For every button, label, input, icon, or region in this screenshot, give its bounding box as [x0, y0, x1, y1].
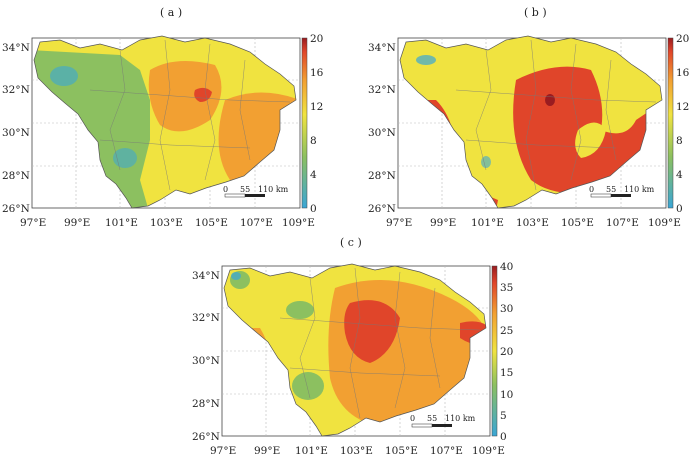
field-blue-nw	[416, 55, 436, 65]
lat-tick: 32°N	[368, 84, 396, 96]
lon-tick: 101°E	[105, 217, 138, 229]
scale-label-110: 110 km	[258, 185, 289, 194]
map-panel-a: 0 55 110 km 34°N 32°N 30°N 28°N 26°N 97°…	[2, 33, 324, 229]
field-blue-sw	[113, 148, 137, 168]
county-boundaries	[279, 267, 481, 419]
panel-b-label: ( b )	[524, 6, 547, 19]
colorbar-tick: 20	[500, 346, 513, 358]
colorbar-tick: 25	[500, 325, 513, 337]
lon-tick: 107°E	[240, 217, 273, 229]
lon-tick: 101°E	[471, 217, 504, 229]
colorbar-tick: 16	[310, 67, 324, 79]
lat-tick: 26°N	[368, 203, 396, 215]
map-panel-c: 0 55 110 km 34°N 32°N 30°N 28°N 26°N 97°…	[192, 261, 513, 457]
colorbar-tick: 35	[500, 282, 513, 294]
lon-tick: 109°E	[472, 445, 505, 457]
scale-label-55: 55	[606, 185, 616, 194]
lat-tick: 32°N	[2, 84, 30, 96]
colorbar-tick: 8	[310, 135, 317, 147]
lat-tick: 34°N	[192, 270, 220, 282]
lon-tick: 107°E	[430, 445, 463, 457]
lon-tick: 97°E	[210, 445, 236, 457]
map-panel-b: 0 55 110 km 34°N 32°N 30°N 28°N 26°N 97°…	[368, 33, 690, 229]
colorbar-tick: 4	[310, 169, 317, 181]
scale-label-0: 0	[410, 414, 415, 423]
scale-bar: 0 55 110 km	[589, 185, 655, 198]
lat-tick: 32°N	[192, 312, 220, 324]
lon-tick: 97°E	[386, 217, 412, 229]
lon-tick: 107°E	[606, 217, 639, 229]
lon-tick: 109°E	[282, 217, 315, 229]
scale-label-110: 110 km	[624, 185, 655, 194]
colorbar-tick: 15	[500, 367, 513, 379]
scale-label-55: 55	[240, 185, 250, 194]
lat-tick: 28°N	[2, 170, 30, 182]
colorbar-tick: 12	[310, 101, 323, 113]
colorbar	[491, 265, 498, 437]
field-orange-center	[148, 61, 222, 132]
field-blue-nw	[231, 272, 241, 280]
lat-tick: 30°N	[2, 127, 30, 139]
colorbar-tick: 5	[500, 410, 507, 422]
county-boundaries	[89, 39, 291, 191]
lon-tick: 105°E	[385, 445, 418, 457]
lat-tick: 30°N	[368, 127, 396, 139]
scale-label-0: 0	[223, 185, 228, 194]
panel-c-label: ( c )	[340, 236, 362, 249]
colorbar-tick: 4	[676, 169, 683, 181]
lon-tick: 105°E	[561, 217, 594, 229]
colorbar-tick: 0	[310, 203, 317, 215]
lon-tick: 109°E	[648, 217, 681, 229]
lon-tick: 103°E	[516, 217, 549, 229]
field-blue-nw	[50, 66, 78, 86]
field-red-center	[344, 300, 400, 363]
colorbar-tick: 40	[500, 261, 513, 273]
colorbar-tick: 0	[500, 431, 507, 443]
lon-tick: 103°E	[340, 445, 373, 457]
field-green-south	[292, 372, 324, 400]
scale-bar: 0 55 110 km	[410, 414, 476, 428]
lat-tick: 28°N	[192, 398, 220, 410]
lat-tick: 28°N	[368, 170, 396, 182]
field-green-north	[286, 301, 314, 319]
colorbar	[667, 37, 674, 209]
field-yellow-pocket	[575, 122, 606, 158]
province-boundary	[33, 35, 297, 209]
colorbar-tick: 12	[676, 101, 689, 113]
scale-bar: 0 55 110 km	[223, 185, 289, 198]
lon-tick: 97°E	[20, 217, 46, 229]
scale-label-110: 110 km	[445, 414, 476, 423]
lon-tick: 103°E	[150, 217, 183, 229]
lat-tick: 34°N	[2, 42, 30, 54]
county-boundaries	[455, 39, 657, 191]
lat-tick: 26°N	[2, 203, 30, 215]
lon-tick: 105°E	[195, 217, 228, 229]
province-boundary	[223, 263, 487, 437]
lon-tick: 99°E	[430, 217, 456, 229]
lat-tick: 34°N	[368, 42, 396, 54]
scale-label-0: 0	[589, 185, 594, 194]
colorbar-tick: 16	[676, 67, 690, 79]
colorbar-tick: 20	[310, 33, 323, 45]
lon-tick: 101°E	[295, 445, 328, 457]
colorbar-tick: 30	[500, 303, 513, 315]
colorbar-tick: 0	[676, 203, 683, 215]
colorbar-tick: 20	[676, 33, 689, 45]
field-darkred-spot	[545, 94, 555, 106]
panel-a-label: ( a )	[160, 6, 183, 19]
colorbar	[301, 37, 308, 209]
lon-tick: 99°E	[254, 445, 280, 457]
lat-tick: 30°N	[192, 355, 220, 367]
colorbar-tick: 8	[676, 135, 683, 147]
lat-tick: 26°N	[192, 431, 220, 443]
lon-tick: 99°E	[64, 217, 90, 229]
colorbar-tick: 10	[500, 389, 513, 401]
scale-label-55: 55	[427, 414, 437, 423]
field-blue-sw	[481, 156, 491, 168]
province-boundary	[399, 35, 663, 209]
